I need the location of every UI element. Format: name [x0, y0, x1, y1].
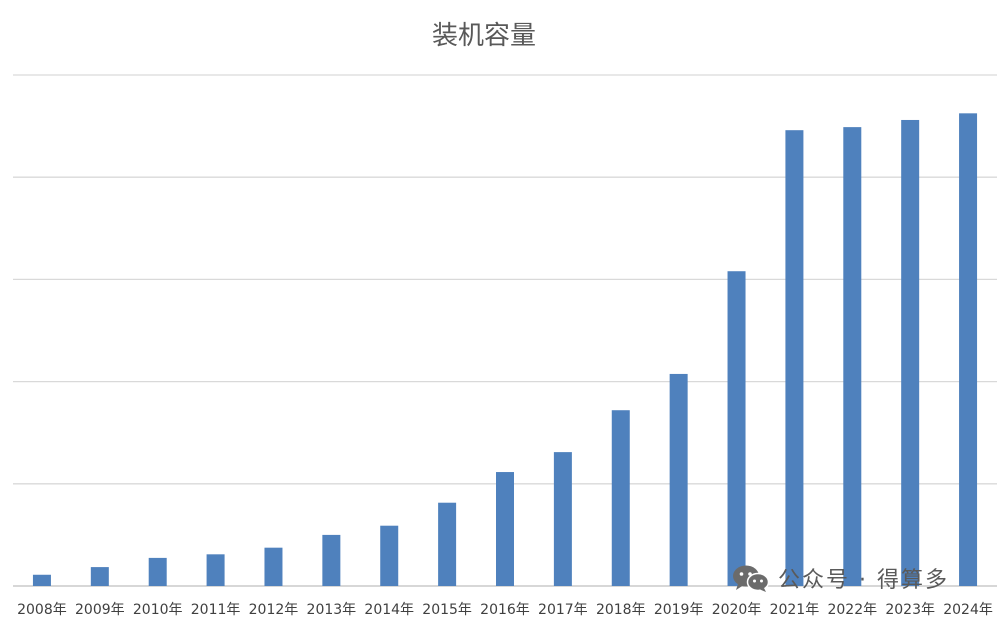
x-tick-label: 2015年 [422, 602, 472, 618]
bar-2014年 [380, 525, 399, 586]
x-tick-label: 2020年 [712, 602, 762, 618]
bar-2024年 [959, 113, 978, 586]
x-tick-label: 2012年 [249, 602, 299, 618]
x-tick-label: 2021年 [770, 602, 820, 618]
bar-2008年 [32, 574, 51, 586]
bar-2017年 [553, 452, 572, 586]
x-tick-label: 2016年 [480, 602, 530, 618]
bar-2023年 [901, 119, 920, 586]
x-tick-label: 2008年 [17, 602, 67, 618]
bar-2020年 [727, 271, 746, 586]
watermark-text: 公众号 · 得算多 [778, 568, 949, 593]
bar-2011年 [206, 554, 225, 586]
bar-2010年 [148, 557, 167, 586]
x-tick-label: 2013年 [307, 602, 357, 618]
bar-2021年 [785, 130, 804, 587]
x-tick-label: 2023年 [885, 602, 935, 618]
x-tick-labels: 2008年 2009年 2010年 2011年 2012年 2013年 2014年 2015年… [17, 602, 993, 618]
bar-2018年 [611, 410, 630, 586]
watermark: 公众号 · 得算多 [732, 563, 949, 593]
x-tick-label: 2018年 [596, 602, 646, 618]
x-tick-label: 2019年 [654, 602, 704, 618]
bar-2013年 [322, 534, 341, 586]
bar-2012年 [264, 547, 283, 586]
bar-2022年 [843, 127, 862, 586]
x-tick-label: 2022年 [827, 602, 877, 618]
bar-2015年 [438, 502, 457, 586]
x-tick-label: 2010年 [133, 602, 183, 618]
bars [32, 113, 978, 587]
chart-title: 装机容量 [432, 21, 536, 51]
x-tick-label: 2017年 [538, 602, 588, 618]
wechat-icon [733, 565, 770, 592]
x-tick-label: 2014年 [364, 602, 414, 618]
bar-2019年 [669, 373, 688, 586]
bar-2009年 [90, 567, 109, 586]
x-tick-label: 2024年 [943, 602, 993, 618]
bar-2016年 [496, 472, 514, 586]
x-tick-label: 2011年 [191, 602, 241, 618]
x-tick-label: 2009年 [75, 602, 125, 618]
